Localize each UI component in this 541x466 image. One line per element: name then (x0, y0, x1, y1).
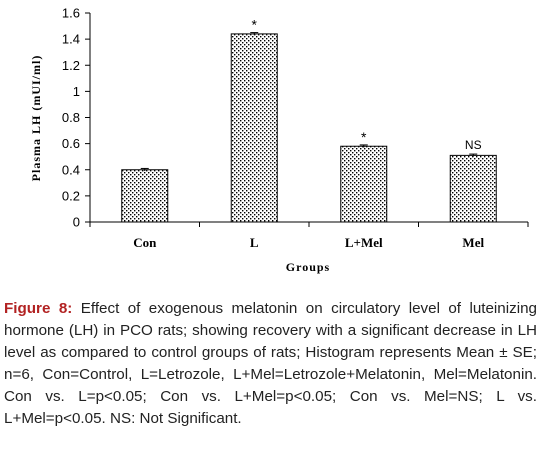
y-tick-label: 0 (73, 215, 80, 230)
x-tick-label: L (250, 235, 259, 250)
bar (230, 33, 278, 223)
figure-caption: Figure 8: Effect of exogenous melatonin … (4, 298, 537, 430)
plot-area: 0 0.2 0.4 0.6 0.8 1 1.2 1.4 1.6 Con * L * L+Mel NS Mel (62, 6, 529, 250)
significance-label: * (361, 129, 367, 145)
bar (340, 145, 388, 223)
x-tick-label: Mel (462, 235, 484, 250)
significance-label: NS (465, 138, 482, 152)
y-tick-label: 0.2 (62, 188, 80, 203)
figure-label: Figure 8: (4, 300, 73, 317)
x-tick-label: Con (133, 235, 157, 250)
caption-text: Effect of exogenous melatonin on circula… (4, 300, 537, 427)
y-tick-label: 0.8 (62, 110, 80, 125)
bar (449, 154, 497, 223)
y-tick-label: 1.4 (62, 32, 80, 47)
y-tick-label: 0.6 (62, 136, 80, 151)
y-tick-label: 1 (73, 84, 80, 99)
bar-chart: Plasma LH (mUI/ml) Groups 0 0.2 0.4 0.6 0.8 1… (29, 6, 529, 274)
x-tick-label: L+Mel (345, 235, 383, 250)
significance-label: * (252, 17, 258, 33)
x-axis-title: Groups (286, 260, 330, 274)
y-tick-label: 0.4 (62, 162, 80, 177)
bar (121, 169, 169, 223)
y-tick-label: 1.2 (62, 58, 80, 73)
y-axis-title: Plasma LH (mUI/ml) (29, 55, 43, 182)
y-tick-label: 1.6 (62, 6, 80, 21)
